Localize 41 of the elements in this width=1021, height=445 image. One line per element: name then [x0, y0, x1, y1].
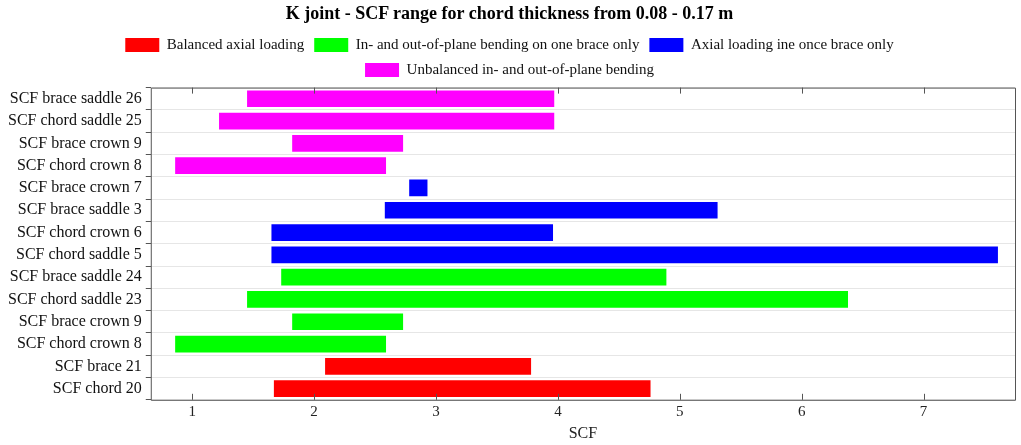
y-tick-label: SCF brace saddle 26 [9, 88, 142, 106]
bar [281, 268, 667, 286]
legend-label: Balanced axial loading [166, 36, 305, 53]
chart-title: K joint - SCF range for chord thickness from 0.08 - 0.17 m [285, 3, 734, 24]
y-tick-label: SCF chord saddle 23 [7, 289, 142, 307]
x-axis-title: SCF [568, 423, 598, 441]
y-tick-label: SCF chord crown 8 [16, 155, 142, 173]
x-tick-label: 3 [432, 402, 440, 419]
legend-label: Axial loading ine once brace only [690, 36, 895, 53]
y-tick-label: SCF brace crown 9 [18, 133, 142, 151]
bar [247, 291, 849, 308]
y-tick-label: SCF chord saddle 5 [15, 245, 142, 263]
y-tick-label: SCF brace crown 9 [18, 311, 142, 329]
y-tick-label: SCF chord saddle 25 [7, 111, 142, 129]
bar [219, 112, 555, 130]
y-tick-label: SCF brace saddle 3 [17, 200, 142, 218]
y-tick-label: SCF chord crown 6 [16, 222, 142, 240]
y-tick-label: SCF brace crown 7 [18, 178, 142, 196]
bar [292, 134, 404, 152]
bar [325, 357, 532, 375]
x-tick-label: 1 [188, 402, 196, 419]
bar [175, 335, 387, 353]
x-tick-label: 6 [797, 402, 806, 419]
y-tick-label: SCF brace saddle 24 [9, 267, 142, 285]
bar [175, 157, 387, 175]
x-tick-label: 4 [554, 402, 563, 419]
bar [271, 246, 998, 264]
x-tick-label: 5 [676, 402, 684, 419]
bar [384, 201, 718, 219]
legend-label: In- and out-of-plane bending on one brace only [355, 36, 640, 53]
legend-label: Unbalanced in- and out-of-plane bending [406, 61, 655, 78]
bar [409, 179, 428, 197]
bar [247, 90, 555, 108]
x-tick-label: 2 [310, 402, 318, 419]
y-tick-label: SCF brace 21 [54, 356, 142, 374]
bar [292, 313, 404, 331]
y-tick-label: SCF chord 20 [52, 378, 142, 396]
x-tick-label: 7 [919, 402, 928, 419]
bar [271, 224, 554, 241]
y-tick-label: SCF chord crown 8 [16, 334, 142, 352]
bar [273, 380, 651, 398]
